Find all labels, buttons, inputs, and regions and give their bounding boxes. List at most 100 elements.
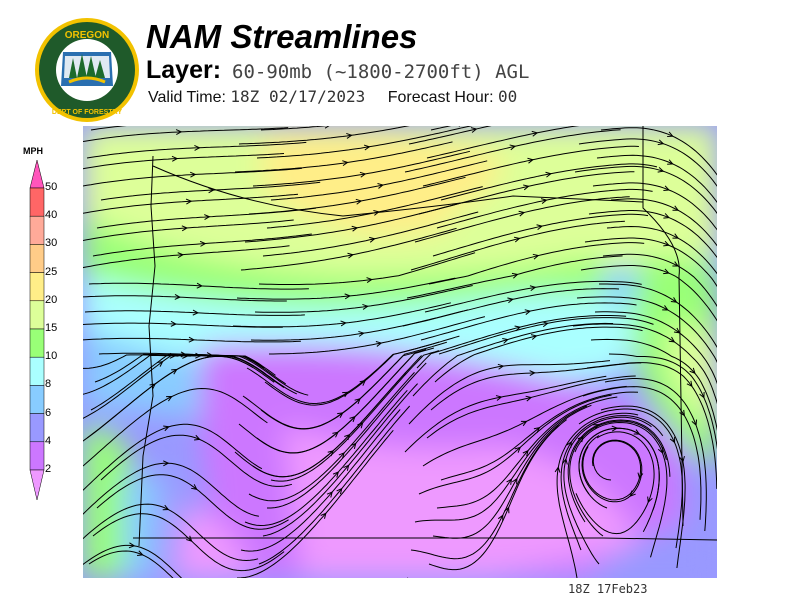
streamline — [426, 375, 636, 439]
streamline — [582, 440, 642, 501]
streamline — [567, 419, 671, 523]
streamline-arrow — [128, 542, 136, 549]
streamline-arrow — [342, 391, 349, 398]
streamline — [410, 425, 560, 560]
streamline-arrow — [699, 392, 705, 399]
streamline — [426, 126, 580, 159]
streamline-arrow — [529, 370, 536, 377]
streamline — [83, 544, 183, 578]
streamline — [404, 129, 621, 173]
streamline-arrow — [189, 171, 197, 178]
streamline — [262, 383, 418, 537]
streamline-arrow — [377, 183, 384, 189]
streamline — [83, 337, 301, 343]
color-legend — [29, 159, 45, 501]
svg-text:DEPT OF FORESTRY: DEPT OF FORESTRY — [52, 109, 122, 116]
layer-label: Layer: — [146, 56, 222, 84]
streamline — [256, 126, 473, 159]
streamline — [420, 302, 637, 341]
streamline — [86, 141, 307, 159]
streamline-arrow — [509, 144, 517, 151]
legend-tick-label: 30 — [45, 237, 58, 250]
streamline-arrow — [340, 320, 347, 327]
streamline — [600, 405, 686, 569]
streamline-arrow — [324, 126, 331, 129]
streamline — [569, 420, 667, 537]
wind-speed-region-4-6 — [583, 516, 717, 578]
streamline — [100, 434, 293, 487]
streamline — [240, 227, 457, 271]
streamline-arrow — [194, 145, 201, 151]
streamline-arrow — [191, 484, 198, 490]
state-borders — [133, 126, 717, 547]
streamline-arrow — [497, 514, 504, 522]
legend-tick-label: 8 — [45, 378, 52, 391]
streamline-arrow — [525, 395, 533, 402]
streamline-arrow — [506, 478, 513, 485]
legend-tick-label: 4 — [45, 434, 52, 447]
streamline-arrow — [194, 434, 201, 441]
border-or-id — [642, 126, 684, 527]
streamline — [83, 245, 290, 269]
streamline — [418, 394, 612, 495]
streamline-arrow — [174, 293, 182, 300]
streamline-arrow — [522, 449, 529, 457]
streamline-arrow — [163, 425, 170, 432]
wind-speed-region-6-8 — [123, 476, 163, 578]
streamline — [422, 385, 627, 467]
streamline — [560, 415, 664, 551]
streamline-arrow — [668, 336, 676, 343]
streamline-arrow — [518, 210, 526, 217]
streamline — [414, 405, 588, 523]
streamline — [580, 265, 717, 322]
streamline — [83, 423, 263, 491]
streamline-arrow — [157, 360, 164, 367]
streamline-arrow — [507, 297, 514, 304]
streamline-arrow — [355, 198, 363, 205]
streamline-arrow — [657, 167, 665, 173]
streamline — [606, 225, 717, 275]
streamline — [424, 280, 642, 313]
streamline-arrow — [611, 425, 619, 432]
streamline — [83, 354, 265, 419]
legend-band — [29, 215, 45, 245]
streamline — [440, 391, 639, 481]
streamline-arrow — [672, 205, 680, 211]
streamline — [260, 126, 327, 131]
streamline-arrow — [362, 303, 369, 310]
streamline-arrow — [369, 236, 376, 243]
streamline-arrow — [373, 209, 380, 216]
streamline — [581, 435, 643, 503]
streamline-arrow — [351, 225, 359, 232]
legend-band — [29, 187, 45, 217]
footer-timestamp: 18Z 17Feb23 — [568, 582, 648, 596]
streamline — [608, 353, 717, 450]
legend-tick-label: 10 — [45, 350, 58, 363]
streamline — [258, 405, 411, 565]
streamline — [92, 233, 312, 257]
border-wa-or — [152, 165, 644, 217]
legend-band — [29, 441, 45, 471]
legend-tick-label: 50 — [45, 181, 58, 193]
streamline-arrow — [514, 446, 521, 453]
streamline-arrow — [332, 471, 340, 478]
legend-band — [29, 300, 45, 330]
layer-info: Layer: 60-90mb (~1800-2700ft) AGL — [146, 56, 529, 85]
streamline — [575, 431, 655, 535]
legend-band — [29, 413, 45, 443]
legend-tick-label: 20 — [45, 293, 58, 306]
streamline — [408, 360, 611, 425]
streamline-arrow — [536, 224, 544, 231]
streamline-arrow — [497, 363, 505, 370]
streamline-arrow — [196, 282, 204, 289]
streamline — [83, 295, 287, 302]
streamline — [436, 396, 618, 509]
streamline-arrow — [669, 436, 676, 444]
streamline-arrow — [495, 395, 503, 401]
streamline-arrow — [679, 409, 685, 417]
border-or-ca-nv — [133, 537, 717, 541]
streamline — [262, 211, 479, 257]
wind-speed-region-10-15 — [83, 216, 603, 311]
streamline-arrow — [667, 131, 674, 138]
streamline-arrow — [349, 415, 356, 423]
